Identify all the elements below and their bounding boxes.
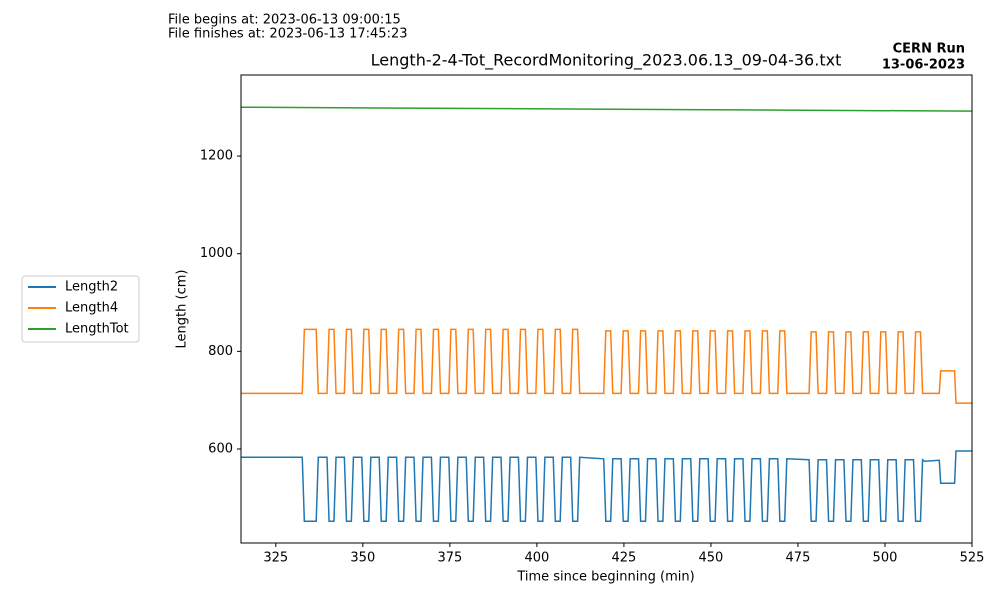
file-finish: File finishes at: 2023-06-13 17:45:23 (168, 27, 407, 42)
y-axis-label: Length (cm) (175, 270, 190, 349)
x-tick-label: 450 (699, 551, 724, 566)
y-tick-label: 1200 (200, 149, 233, 164)
y-tick-label: 600 (208, 442, 233, 457)
x-tick-label: 350 (350, 551, 375, 566)
data-line (241, 450, 972, 523)
legend-label: LengthTot (65, 322, 129, 337)
plot-frame (240, 74, 973, 544)
chart-title: Length-2-4-Tot_RecordMonitoring_2023.06.… (371, 51, 842, 71)
file-begin: File begins at: 2023-06-13 09:00:15 (168, 13, 401, 28)
y-tick-label: 1000 (200, 246, 233, 261)
data-line (241, 106, 972, 112)
legend-label: Length4 (65, 301, 118, 316)
legend-box (21, 275, 140, 343)
run-label: CERN Run (893, 42, 965, 57)
legend-label: Length2 (65, 280, 118, 295)
run-date: 13-06-2023 (882, 58, 965, 73)
x-tick-label: 500 (873, 551, 898, 566)
x-tick-label: 400 (524, 551, 549, 566)
data-line (241, 328, 972, 404)
x-tick-label: 325 (263, 551, 288, 566)
x-tick-label: 475 (786, 551, 811, 566)
x-tick-label: 375 (437, 551, 462, 566)
y-tick-label: 800 (208, 344, 233, 359)
x-axis-label: Time since beginning (min) (516, 570, 694, 585)
x-tick-label: 525 (960, 551, 985, 566)
x-tick-label: 425 (611, 551, 636, 566)
